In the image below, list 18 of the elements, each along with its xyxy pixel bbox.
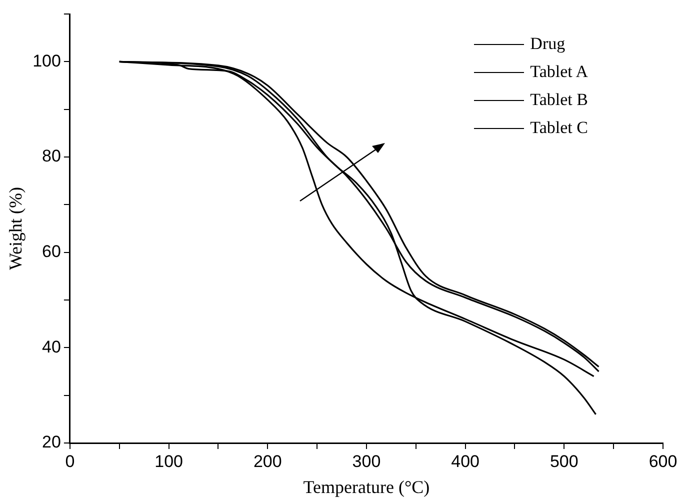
x-tick-label: 200: [253, 452, 282, 471]
y-tick-label: 40: [42, 337, 61, 356]
x-tick-label: 600: [648, 452, 678, 471]
y-axis-title: Weight (%): [6, 186, 26, 270]
legend-label: Tablet C: [530, 117, 588, 139]
x-tick-label: 300: [352, 452, 381, 471]
y-tick-label: 80: [42, 146, 61, 166]
legend-label: Drug: [530, 33, 566, 55]
legend-label: Tablet A: [530, 61, 588, 83]
x-tick-label: 400: [451, 452, 480, 471]
legend-label: Tablet B: [530, 89, 588, 111]
y-tick-label: 60: [42, 242, 61, 262]
x-tick-label: 100: [154, 452, 183, 471]
x-tick-label: 500: [550, 452, 578, 471]
y-tick-label: 20: [42, 432, 61, 452]
x-axis-title: Temperature (°C): [303, 476, 430, 497]
y-tick-label: 100: [32, 51, 61, 70]
x-tick-label: 0: [65, 452, 75, 471]
